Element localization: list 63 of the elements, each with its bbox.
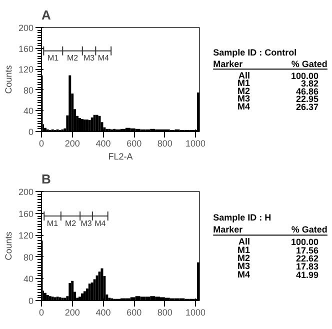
annotation: M1 (48, 54, 60, 62)
x-tick-label: 1000 (185, 308, 206, 318)
annotation: M4 (98, 54, 110, 62)
text: All (238, 236, 250, 247)
y-tick-label: 0 (28, 296, 34, 306)
text: 17.56 (296, 245, 319, 256)
x-tick-label: 400 (96, 308, 111, 318)
text: 46.86 (296, 86, 319, 96)
text: 41.99 (296, 270, 319, 280)
y-axis-title: Counts (3, 64, 14, 94)
text: M1 (237, 78, 250, 88)
text: 22.62 (296, 253, 319, 264)
text: % Gated (291, 224, 328, 235)
annotation: M2 (64, 218, 77, 228)
y-tick-label: 160 (18, 44, 34, 54)
text: % Gated (291, 58, 328, 69)
y-tick-label: 0 (28, 127, 34, 137)
y-tick-label: 80 (23, 85, 34, 96)
y-tick-label: 200 (18, 187, 34, 197)
annotation: M3 (80, 218, 92, 228)
y-axis-title: Counts (3, 231, 14, 260)
y-tick-label: 40 (23, 274, 34, 284)
x-tick-label: 800 (157, 138, 172, 148)
y-tick-label: 120 (18, 64, 34, 75)
x-tick-label: 600 (126, 308, 142, 318)
text: 22.95 (296, 94, 319, 104)
text: All (238, 70, 250, 80)
text: M2 (237, 252, 250, 263)
x-axis-title: FL2-A (108, 152, 133, 162)
text: Marker (213, 58, 244, 69)
x-tick-label: 400 (96, 138, 111, 148)
x-tick-label: 0 (38, 308, 44, 318)
text: M2 (237, 86, 250, 96)
text: M3 (237, 261, 250, 272)
annotation: M1 (46, 218, 59, 228)
text: Sample ID : H (213, 212, 272, 223)
chart-title: B (42, 172, 51, 186)
text: 100.00 (291, 70, 319, 81)
text: M1 (237, 244, 250, 255)
y-tick-label: 120 (18, 230, 34, 241)
x-tick-label: 1000 (185, 138, 206, 148)
y-tick-label: 160 (18, 208, 34, 219)
x-tick-label: 200 (64, 138, 80, 148)
text: 26.37 (296, 102, 319, 112)
chart-title: A (42, 8, 52, 22)
text: 3.82 (301, 78, 319, 89)
y-tick-label: 80 (23, 252, 34, 262)
annotation: M3 (83, 54, 96, 62)
x-tick-label: 800 (157, 308, 172, 318)
text: M4 (237, 102, 250, 112)
x-tick-label: 200 (64, 308, 80, 318)
x-tick-label: 0 (38, 138, 44, 148)
text: M3 (237, 94, 250, 104)
text: 17.83 (296, 262, 319, 272)
y-tick-label: 200 (18, 23, 34, 33)
annotation: M4 (94, 218, 106, 228)
x-tick-label: 600 (126, 138, 142, 148)
text: M4 (237, 269, 250, 280)
text: Sample ID : Control (213, 47, 297, 58)
text: Marker (213, 224, 244, 235)
text: 100.00 (291, 237, 319, 248)
annotation: M2 (66, 54, 79, 62)
y-tick-label: 40 (23, 106, 34, 116)
